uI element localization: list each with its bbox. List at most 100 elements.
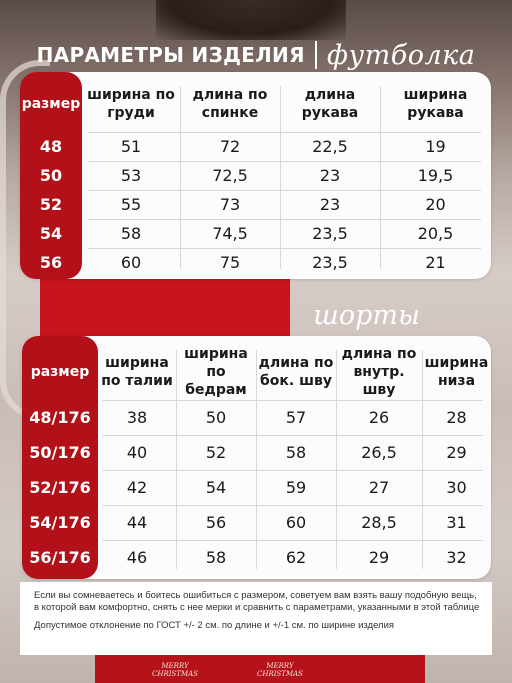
value-cell: 40 xyxy=(126,443,148,462)
tshirt-size-table: размер ширина по груди длина по спинке д… xyxy=(20,72,491,279)
table-row: 50 53 72,5 23 19,5 xyxy=(20,161,491,190)
table-row: 52 55 73 23 20 xyxy=(20,190,491,219)
table-row: 56 60 75 23,5 21 xyxy=(20,248,491,277)
value-cell: 60 xyxy=(285,513,307,532)
column-divider xyxy=(422,350,423,569)
value-cell: 42 xyxy=(126,478,148,497)
shorts-size-table: размер ширина по талии ширина по бедрам … xyxy=(22,336,491,579)
page-title: ПАРАМЕТРЫ ИЗДЕЛИЯ xyxy=(36,43,305,67)
header-size: размер xyxy=(30,364,90,380)
value-cell: 54 xyxy=(205,478,227,497)
header-back-length: длина по спинке xyxy=(192,87,268,121)
table-row: 50/176 40 52 58 26,5 29 xyxy=(22,435,491,470)
header-sleeve-length: длина рукава xyxy=(301,87,359,121)
value-cell: 72 xyxy=(219,137,241,156)
header-waist-width: ширина по талии xyxy=(101,355,173,389)
row-divider xyxy=(102,540,483,541)
header-inseam-length: длина по внутр. шву xyxy=(341,346,417,398)
row-divider xyxy=(88,190,481,191)
value-cell: 20 xyxy=(425,195,446,214)
value-cell: 23 xyxy=(319,195,341,214)
header-hip-width: ширина по бедрам xyxy=(184,346,248,398)
advice-text: Если вы сомневаетесь и боитесь ошибиться… xyxy=(34,590,480,613)
table-header-row: размер ширина по груди длина по спинке д… xyxy=(20,76,491,132)
column-divider xyxy=(180,86,181,269)
row-divider xyxy=(102,470,483,471)
size-cell: 54/176 xyxy=(29,513,91,532)
header-divider xyxy=(102,400,483,401)
value-cell: 26,5 xyxy=(361,443,397,462)
table-row: 54/176 44 56 60 28,5 31 xyxy=(22,505,491,540)
table-row: 54 58 74,5 23,5 20,5 xyxy=(20,219,491,248)
tolerance-text: Допустимое отклонение по ГОСТ +/- 2 см. … xyxy=(34,620,395,631)
value-cell: 58 xyxy=(120,224,142,243)
size-cell: 50/176 xyxy=(29,443,91,462)
value-cell: 46 xyxy=(126,548,148,567)
header-sleeve-width: ширина рукава xyxy=(403,87,468,121)
size-cell: 52 xyxy=(39,195,63,214)
size-advice-note: Если вы сомневаетесь и боитесь ошибиться… xyxy=(20,582,492,655)
size-cell: 48 xyxy=(39,137,63,156)
value-cell: 26 xyxy=(368,408,390,427)
size-cell: 50 xyxy=(39,166,63,185)
column-divider xyxy=(336,350,337,569)
column-divider xyxy=(176,350,177,569)
table-row: 52/176 42 54 59 27 30 xyxy=(22,470,491,505)
row-divider xyxy=(102,435,483,436)
size-cell: 54 xyxy=(39,224,63,243)
value-cell: 73 xyxy=(219,195,241,214)
value-cell: 21 xyxy=(425,253,446,272)
value-cell: 60 xyxy=(120,253,142,272)
value-cell: 58 xyxy=(205,548,227,567)
size-column-bg xyxy=(20,72,82,279)
value-cell: 57 xyxy=(285,408,307,427)
value-cell: 29 xyxy=(446,443,467,462)
value-cell: 50 xyxy=(205,408,227,427)
value-cell: 23,5 xyxy=(312,253,348,272)
value-cell: 31 xyxy=(446,513,467,532)
shorts-print-text: MERRY CHRISTMAS xyxy=(152,662,198,678)
header-divider xyxy=(88,132,481,133)
product-name: футболка xyxy=(326,39,476,71)
header-size: размер xyxy=(21,96,81,112)
header-chest-width: ширина по груди xyxy=(87,87,175,121)
value-cell: 62 xyxy=(285,548,307,567)
background-model-head xyxy=(156,0,346,40)
table-row: 48 51 72 22,5 19 xyxy=(20,132,491,161)
value-cell: 74,5 xyxy=(212,224,248,243)
size-cell: 52/176 xyxy=(29,478,91,497)
table-header-row: размер ширина по талии ширина по бедрам … xyxy=(22,342,491,402)
shorts-print-text: MERRY CHRISTMAS xyxy=(257,662,303,678)
header-leg-opening-width: ширина низа xyxy=(424,355,489,389)
header-side-seam-length: длина по бок. шву xyxy=(258,355,334,389)
row-divider xyxy=(102,505,483,506)
value-cell: 52 xyxy=(205,443,227,462)
size-column-bg xyxy=(22,336,98,579)
value-cell: 58 xyxy=(285,443,307,462)
shorts-section-title: шорты xyxy=(313,300,420,331)
value-cell: 22,5 xyxy=(312,137,348,156)
value-cell: 75 xyxy=(219,253,241,272)
value-cell: 53 xyxy=(120,166,142,185)
table-row: 48/176 38 50 57 26 28 xyxy=(22,400,491,435)
value-cell: 28 xyxy=(446,408,467,427)
value-cell: 38 xyxy=(126,408,148,427)
column-divider xyxy=(380,86,381,269)
value-cell: 29 xyxy=(368,548,390,567)
size-cell: 56/176 xyxy=(29,548,91,567)
value-cell: 28,5 xyxy=(361,513,397,532)
column-divider xyxy=(256,350,257,569)
value-cell: 20,5 xyxy=(417,224,454,243)
value-cell: 55 xyxy=(120,195,142,214)
row-divider xyxy=(88,219,481,220)
title-separator xyxy=(314,41,317,69)
table-row: 56/176 46 58 62 29 32 xyxy=(22,540,491,575)
value-cell: 51 xyxy=(120,137,142,156)
value-cell: 23,5 xyxy=(312,224,348,243)
value-cell: 56 xyxy=(205,513,227,532)
size-cell: 48/176 xyxy=(29,408,91,427)
size-cell: 56 xyxy=(39,253,63,272)
row-divider xyxy=(88,248,481,249)
value-cell: 30 xyxy=(446,478,467,497)
page-header: ПАРАМЕТРЫ ИЗДЕЛИЯ футболка xyxy=(0,30,512,80)
